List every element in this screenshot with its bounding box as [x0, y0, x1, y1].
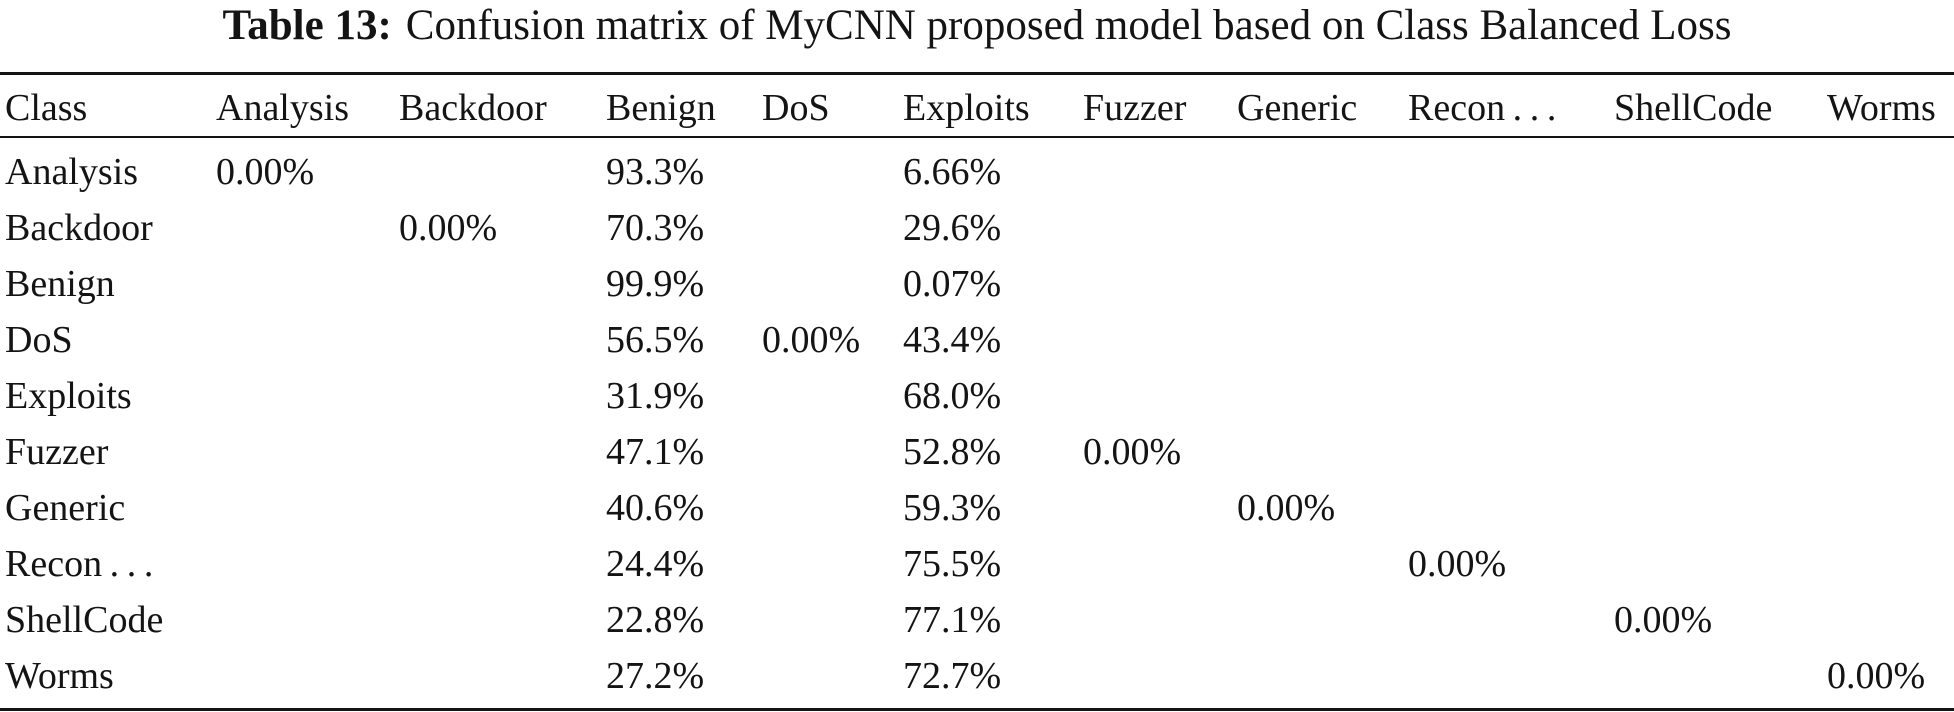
table-row-backdoor: Backdoor 0.00% 70.3% 29.6%: [0, 202, 1954, 254]
row-label: Benign: [5, 263, 115, 305]
table-caption-text: Confusion matrix of MyCNN proposed model…: [405, 2, 1732, 49]
table-bottom-rule: [0, 708, 1954, 711]
table-cell: 22.8%: [606, 599, 705, 641]
column-header-exploits: Exploits: [903, 87, 1030, 129]
table-cell: 68.0%: [903, 375, 1002, 417]
row-label: Generic: [5, 487, 126, 529]
table-row-dos: DoS 56.5% 0.00% 43.4%: [0, 314, 1954, 366]
table-cell: 0.00%: [762, 319, 861, 361]
column-header-fuzzer: Fuzzer: [1083, 87, 1187, 129]
table-top-rule: [0, 72, 1954, 75]
row-label: ShellCode: [5, 599, 164, 641]
table-cell: 6.66%: [903, 151, 1002, 193]
table-cell: 0.00%: [1083, 431, 1182, 473]
column-header-benign: Benign: [606, 87, 716, 129]
table-cell: 93.3%: [606, 151, 705, 193]
table-cell: 0.07%: [903, 263, 1002, 305]
column-header-recon: Recon . . .: [1408, 87, 1557, 129]
column-header-analysis: Analysis: [216, 87, 349, 129]
column-header-shellcode: ShellCode: [1614, 87, 1773, 129]
table-row-fuzzer: Fuzzer 47.1% 52.8% 0.00%: [0, 426, 1954, 478]
table-cell: 72.7%: [903, 655, 1002, 697]
row-label: Worms: [5, 655, 114, 697]
table-row-recon: Recon . . . 24.4% 75.5% 0.00%: [0, 538, 1954, 590]
table-caption-label: Table 13:: [222, 2, 392, 49]
table-row-analysis: Analysis 0.00% 93.3% 6.66%: [0, 146, 1954, 198]
table-cell: 99.9%: [606, 263, 705, 305]
table-cell: 75.5%: [903, 543, 1002, 585]
row-label: Exploits: [5, 375, 132, 417]
table-cell: 40.6%: [606, 487, 705, 529]
table-header-rule: [0, 136, 1954, 138]
table-row-generic: Generic 40.6% 59.3% 0.00%: [0, 482, 1954, 534]
table-cell: 70.3%: [606, 207, 705, 249]
row-label: Analysis: [5, 151, 138, 193]
column-header-class: Class: [5, 87, 88, 129]
table-cell: 59.3%: [903, 487, 1002, 529]
table-cell: 31.9%: [606, 375, 705, 417]
table-cell: 43.4%: [903, 319, 1002, 361]
table-cell: 52.8%: [903, 431, 1002, 473]
row-label: Backdoor: [5, 207, 153, 249]
column-header-dos: DoS: [762, 87, 830, 129]
table-cell: 0.00%: [1827, 655, 1926, 697]
table-row-shellcode: ShellCode 22.8% 77.1% 0.00%: [0, 594, 1954, 646]
table-caption: Table 13: Confusion matrix of MyCNN propo…: [0, 0, 1954, 52]
column-header-backdoor: Backdoor: [399, 87, 547, 129]
table-cell: 0.00%: [216, 151, 315, 193]
table-cell: 24.4%: [606, 543, 705, 585]
column-header-generic: Generic: [1237, 87, 1358, 129]
table-cell: 0.00%: [399, 207, 498, 249]
table-cell: 0.00%: [1614, 599, 1713, 641]
column-header-worms: Worms: [1827, 87, 1936, 129]
row-label: Recon . . .: [5, 543, 154, 585]
table-row-exploits: Exploits 31.9% 68.0%: [0, 370, 1954, 422]
table-cell: 29.6%: [903, 207, 1002, 249]
table-row-benign: Benign 99.9% 0.07%: [0, 258, 1954, 310]
table-cell: 27.2%: [606, 655, 705, 697]
table-header-row: Class Analysis Backdoor Benign DoS Explo…: [0, 82, 1954, 134]
row-label: Fuzzer: [5, 431, 109, 473]
table-cell: 56.5%: [606, 319, 705, 361]
row-label: DoS: [5, 319, 73, 361]
table-row-worms: Worms 27.2% 72.7% 0.00%: [0, 650, 1954, 702]
table-cell: 0.00%: [1408, 543, 1507, 585]
table-cell: 77.1%: [903, 599, 1002, 641]
table-cell: 0.00%: [1237, 487, 1336, 529]
table-cell: 47.1%: [606, 431, 705, 473]
